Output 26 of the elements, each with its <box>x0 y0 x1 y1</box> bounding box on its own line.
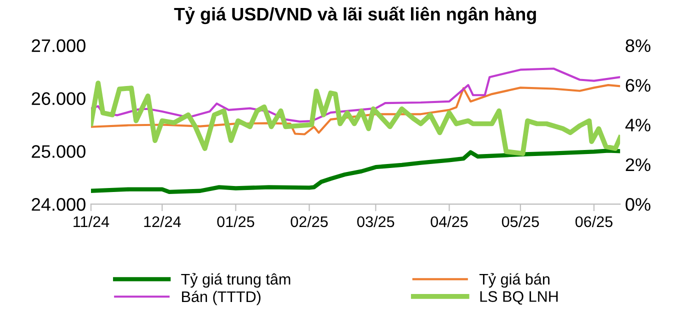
x-tick-label: 11/24 <box>74 216 110 228</box>
y2-tick-label: 2% <box>626 158 650 172</box>
x-tick-label: 05/25 <box>502 216 539 228</box>
line-series <box>90 80 620 156</box>
legend-label: Tỷ giá trung tâm <box>181 272 290 288</box>
y-tick-label: 25.000 <box>32 145 86 158</box>
x-tick-label: 01/25 <box>217 216 254 228</box>
x-tick-label: 02/25 <box>290 216 328 228</box>
y2-tick-label: 6% <box>626 78 650 92</box>
x-tick-label: 12/24 <box>144 216 181 228</box>
line-series <box>90 68 620 123</box>
chart-title: Tỷ giá USD/VND và lãi suất liên ngân hàng <box>174 6 536 24</box>
line-series <box>90 84 620 136</box>
legend-label: LS BQ LNH <box>480 291 558 305</box>
y-tick-label: 26.000 <box>32 92 86 105</box>
legend-label: Tỷ giá bán <box>479 272 550 288</box>
y2-tick-label: 0% <box>626 198 650 211</box>
line-series <box>90 148 620 194</box>
y-tick-label: 24.000 <box>32 198 86 211</box>
x-tick-label: 06/25 <box>575 216 612 228</box>
legend-label: Bán (TTTD) <box>182 290 260 306</box>
x-tick-label: 04/25 <box>430 216 468 228</box>
y2-tick-label: 4% <box>625 118 650 132</box>
y2-tick-label: 8% <box>626 39 650 52</box>
y-tick-label: 27.000 <box>32 39 86 52</box>
x-tick-label: 03/25 <box>357 216 394 228</box>
